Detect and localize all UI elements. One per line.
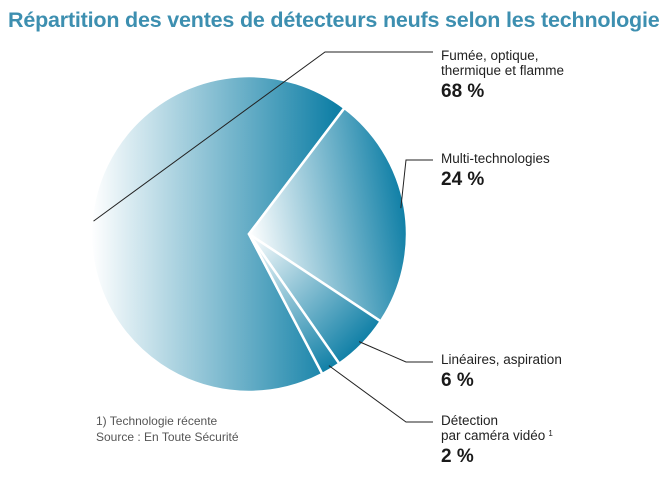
slice-percent: 24 % bbox=[441, 169, 485, 190]
slice-percent: 68 % bbox=[441, 81, 485, 102]
slice-label-camera-video: Détection par caméra vidéo 1 2 % bbox=[441, 413, 553, 468]
footnote-text: 1) Technologie récente bbox=[96, 414, 218, 428]
slice-name-line: Linéaires, aspiration bbox=[441, 352, 562, 367]
slice-name-line: thermique et flamme bbox=[441, 63, 565, 78]
slice-percent: 2 % bbox=[441, 446, 474, 467]
slice-name-line: Fumée, optique, bbox=[441, 48, 539, 63]
slice-label-lineaires: Linéaires, aspiration 6 % bbox=[441, 352, 562, 392]
leader-line bbox=[400, 159, 433, 209]
slice-percent: 6 % bbox=[441, 370, 474, 391]
slice-name-line: par caméra vidéo 1 bbox=[441, 428, 553, 443]
source-text: Source : En Toute Sécurité bbox=[96, 430, 239, 444]
slice-camera-video bbox=[247, 232, 341, 376]
leader-line bbox=[93, 51, 433, 222]
slice-name-text: par caméra vidéo bbox=[441, 428, 546, 443]
slice-label-fumee: Fumée, optique, thermique et flamme 68 % bbox=[441, 48, 564, 103]
slice-multi-technologies bbox=[247, 106, 409, 323]
leader-lines bbox=[93, 51, 433, 423]
chart-title: Répartition des ventes de détecteurs neu… bbox=[8, 8, 660, 32]
pie-slices bbox=[89, 74, 409, 394]
slice-label-multi-technologies: Multi-technologies 24 % bbox=[441, 151, 550, 191]
leader-line bbox=[358, 341, 433, 363]
footnote-marker: 1 bbox=[548, 429, 553, 438]
slice-name-line: Détection bbox=[441, 413, 499, 428]
slice-name-line: Multi-technologies bbox=[441, 151, 550, 166]
leader-line bbox=[328, 365, 433, 423]
slice-fumee bbox=[89, 74, 346, 394]
chart-notes: 1) Technologie récente Source : En Toute… bbox=[96, 413, 239, 445]
